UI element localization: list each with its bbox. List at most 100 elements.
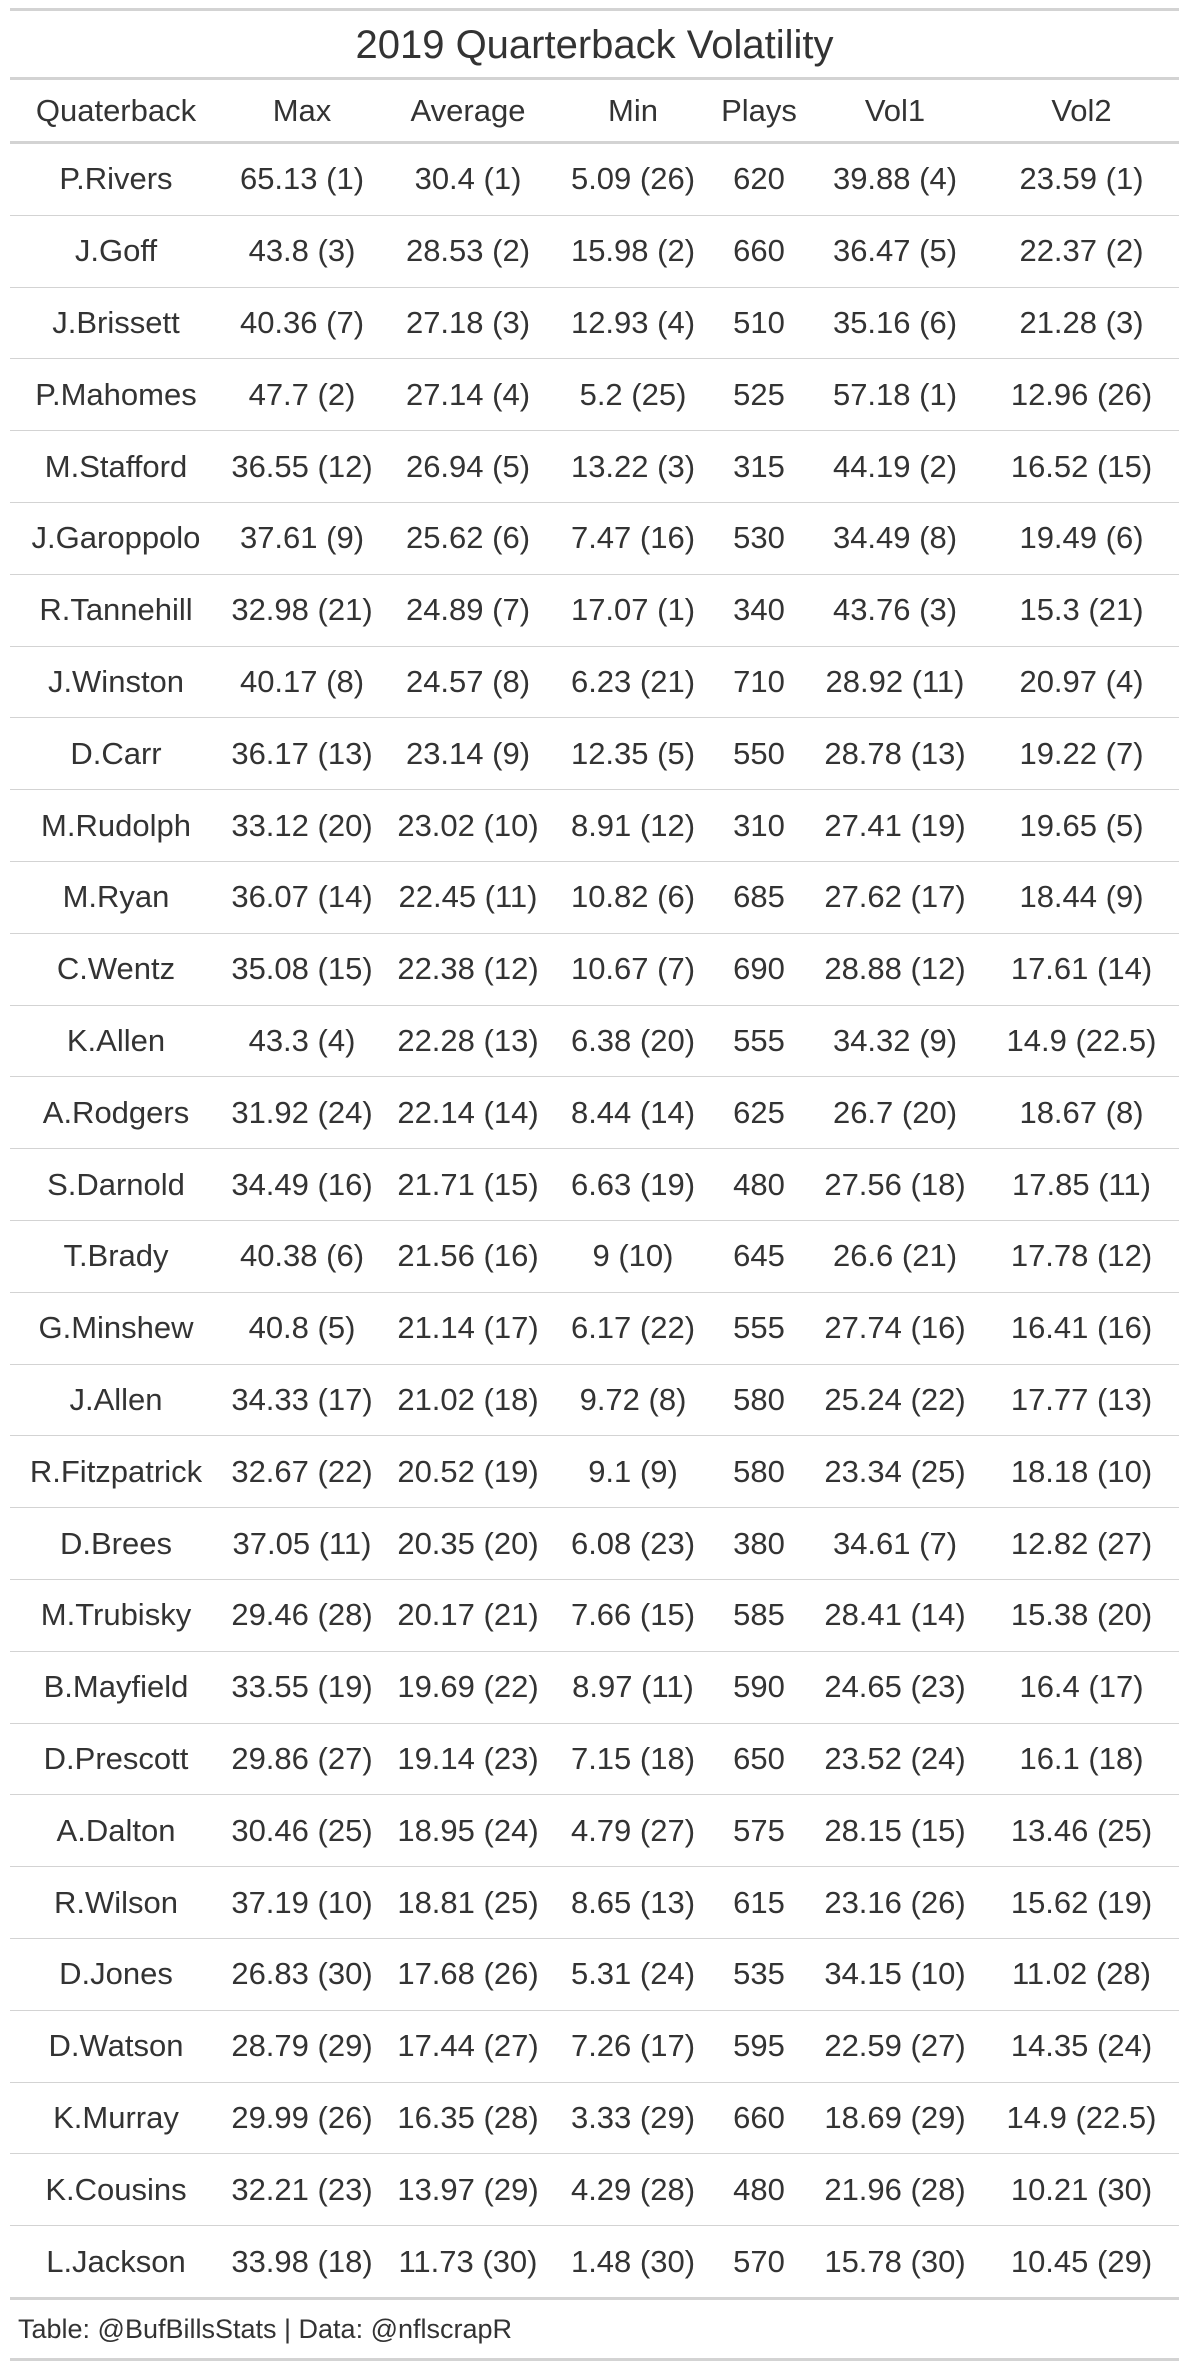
vol2-cell: 17.78 (12) [984,1220,1179,1293]
vol1-cell: 28.15 (15) [806,1794,984,1868]
min-cell: 6.17 (22) [554,1292,712,1365]
plays-cell: 555 [712,1292,806,1365]
max-cell: 29.46 (28) [222,1579,382,1652]
quarterback-cell: J.Brissett [10,287,222,360]
min-cell: 10.67 (7) [554,933,712,1006]
vol1-cell: 34.49 (8) [806,502,984,575]
column-header-plays: Plays [712,80,806,144]
average-cell: 20.35 (20) [382,1507,554,1580]
max-cell: 37.05 (11) [222,1507,382,1580]
quarterback-cell: P.Mahomes [10,358,222,432]
quarterback-cell: J.Goff [10,215,222,288]
column-header-min: Min [554,80,712,144]
average-cell: 16.35 (28) [382,2082,554,2155]
table-row: K.Murray 29.99 (26) 16.35 (28) 3.33 (29) 660… [10,2082,1179,2155]
average-cell: 22.28 (13) [382,1005,554,1078]
quarterback-cell: R.Tannehill [10,574,222,647]
plays-cell: 710 [712,646,806,719]
average-cell: 21.71 (15) [382,1148,554,1221]
vol2-cell: 18.67 (8) [984,1076,1179,1150]
average-cell: 20.52 (19) [382,1435,554,1509]
average-cell: 17.68 (26) [382,1938,554,2011]
table-row: R.Fitzpatrick 32.67 (22) 20.52 (19) 9.1 (9)… [10,1435,1179,1509]
table-row: D.Jones 26.83 (30) 17.68 (26) 5.31 (24) 535 3… [10,1938,1179,2011]
min-cell: 4.29 (28) [554,2153,712,2227]
min-cell: 6.63 (19) [554,1148,712,1221]
plays-cell: 685 [712,861,806,934]
min-cell: 17.07 (1) [554,574,712,647]
quarterback-cell: A.Rodgers [10,1076,222,1150]
table-row: D.Brees 37.05 (11) 20.35 (20) 6.08 (23) 380 3… [10,1507,1179,1580]
table-row: G.Minshew 40.8 (5) 21.14 (17) 6.17 (22) 555 2… [10,1292,1179,1365]
table-row: P.Rivers 65.13 (1) 30.4 (1) 5.09 (26) 620 39.… [10,142,1179,216]
quarterback-cell: C.Wentz [10,933,222,1006]
vol2-cell: 15.62 (19) [984,1866,1179,1939]
vol1-cell: 28.88 (12) [806,933,984,1006]
plays-cell: 480 [712,1148,806,1221]
vol1-cell: 43.76 (3) [806,574,984,647]
quarterback-cell: D.Brees [10,1507,222,1580]
plays-cell: 510 [712,287,806,360]
table-row: J.Brissett 40.36 (7) 27.18 (3) 12.93 (4) 510… [10,287,1179,360]
table-row: L.Jackson 33.98 (18) 11.73 (30) 1.48 (30) 57… [10,2225,1179,2300]
max-cell: 40.8 (5) [222,1292,382,1365]
min-cell: 6.38 (20) [554,1005,712,1078]
min-cell: 7.66 (15) [554,1579,712,1652]
plays-cell: 535 [712,1938,806,2011]
average-cell: 24.89 (7) [382,574,554,647]
column-header-vol2: Vol2 [984,80,1179,144]
average-cell: 20.17 (21) [382,1579,554,1652]
table-row: M.Ryan 36.07 (14) 22.45 (11) 10.82 (6) 685 27… [10,861,1179,934]
average-cell: 19.14 (23) [382,1723,554,1796]
max-cell: 40.17 (8) [222,646,382,719]
vol2-cell: 17.77 (13) [984,1364,1179,1437]
top-rule [10,8,1179,11]
table-row: J.Allen 34.33 (17) 21.02 (18) 9.72 (8) 580 25… [10,1364,1179,1437]
min-cell: 13.22 (3) [554,430,712,503]
average-cell: 21.02 (18) [382,1364,554,1437]
average-cell: 30.4 (1) [382,142,554,216]
quarterback-cell: B.Mayfield [10,1651,222,1724]
plays-cell: 575 [712,1794,806,1868]
vol1-cell: 26.6 (21) [806,1220,984,1293]
header-row: Quaterback Max Average Min Plays Vol1 Vo… [10,80,1179,144]
vol2-cell: 21.28 (3) [984,287,1179,360]
quarterback-cell: M.Rudolph [10,789,222,862]
quarterback-cell: S.Darnold [10,1148,222,1221]
vol2-cell: 12.96 (26) [984,358,1179,432]
max-cell: 43.3 (4) [222,1005,382,1078]
plays-cell: 615 [712,1866,806,1939]
table-row: J.Goff 43.8 (3) 28.53 (2) 15.98 (2) 660 36.47… [10,215,1179,288]
max-cell: 47.7 (2) [222,358,382,432]
plays-cell: 480 [712,2153,806,2227]
vol1-cell: 28.78 (13) [806,717,984,791]
table-row: M.Trubisky 29.46 (28) 20.17 (21) 7.66 (15) 5… [10,1579,1179,1652]
max-cell: 40.38 (6) [222,1220,382,1293]
quarterback-cell: D.Watson [10,2010,222,2083]
table-row: A.Dalton 30.46 (25) 18.95 (24) 4.79 (27) 575… [10,1794,1179,1868]
quarterback-cell: K.Allen [10,1005,222,1078]
plays-cell: 595 [712,2010,806,2083]
max-cell: 40.36 (7) [222,287,382,360]
table-row: P.Mahomes 47.7 (2) 27.14 (4) 5.2 (25) 525 57.… [10,358,1179,432]
vol2-cell: 22.37 (2) [984,215,1179,288]
min-cell: 4.79 (27) [554,1794,712,1868]
vol1-cell: 39.88 (4) [806,142,984,216]
max-cell: 30.46 (25) [222,1794,382,1868]
average-cell: 22.38 (12) [382,933,554,1006]
average-cell: 21.14 (17) [382,1292,554,1365]
average-cell: 18.95 (24) [382,1794,554,1868]
plays-cell: 580 [712,1364,806,1437]
quarterback-cell: D.Carr [10,717,222,791]
average-cell: 18.81 (25) [382,1866,554,1939]
table-row: C.Wentz 35.08 (15) 22.38 (12) 10.67 (7) 690 2… [10,933,1179,1006]
min-cell: 10.82 (6) [554,861,712,934]
average-cell: 27.18 (3) [382,287,554,360]
vol1-cell: 35.16 (6) [806,287,984,360]
plays-cell: 380 [712,1507,806,1580]
max-cell: 65.13 (1) [222,142,382,216]
vol2-cell: 15.38 (20) [984,1579,1179,1652]
table-row: M.Rudolph 33.12 (20) 23.02 (10) 8.91 (12) 31… [10,789,1179,862]
title-rule [10,77,1179,80]
